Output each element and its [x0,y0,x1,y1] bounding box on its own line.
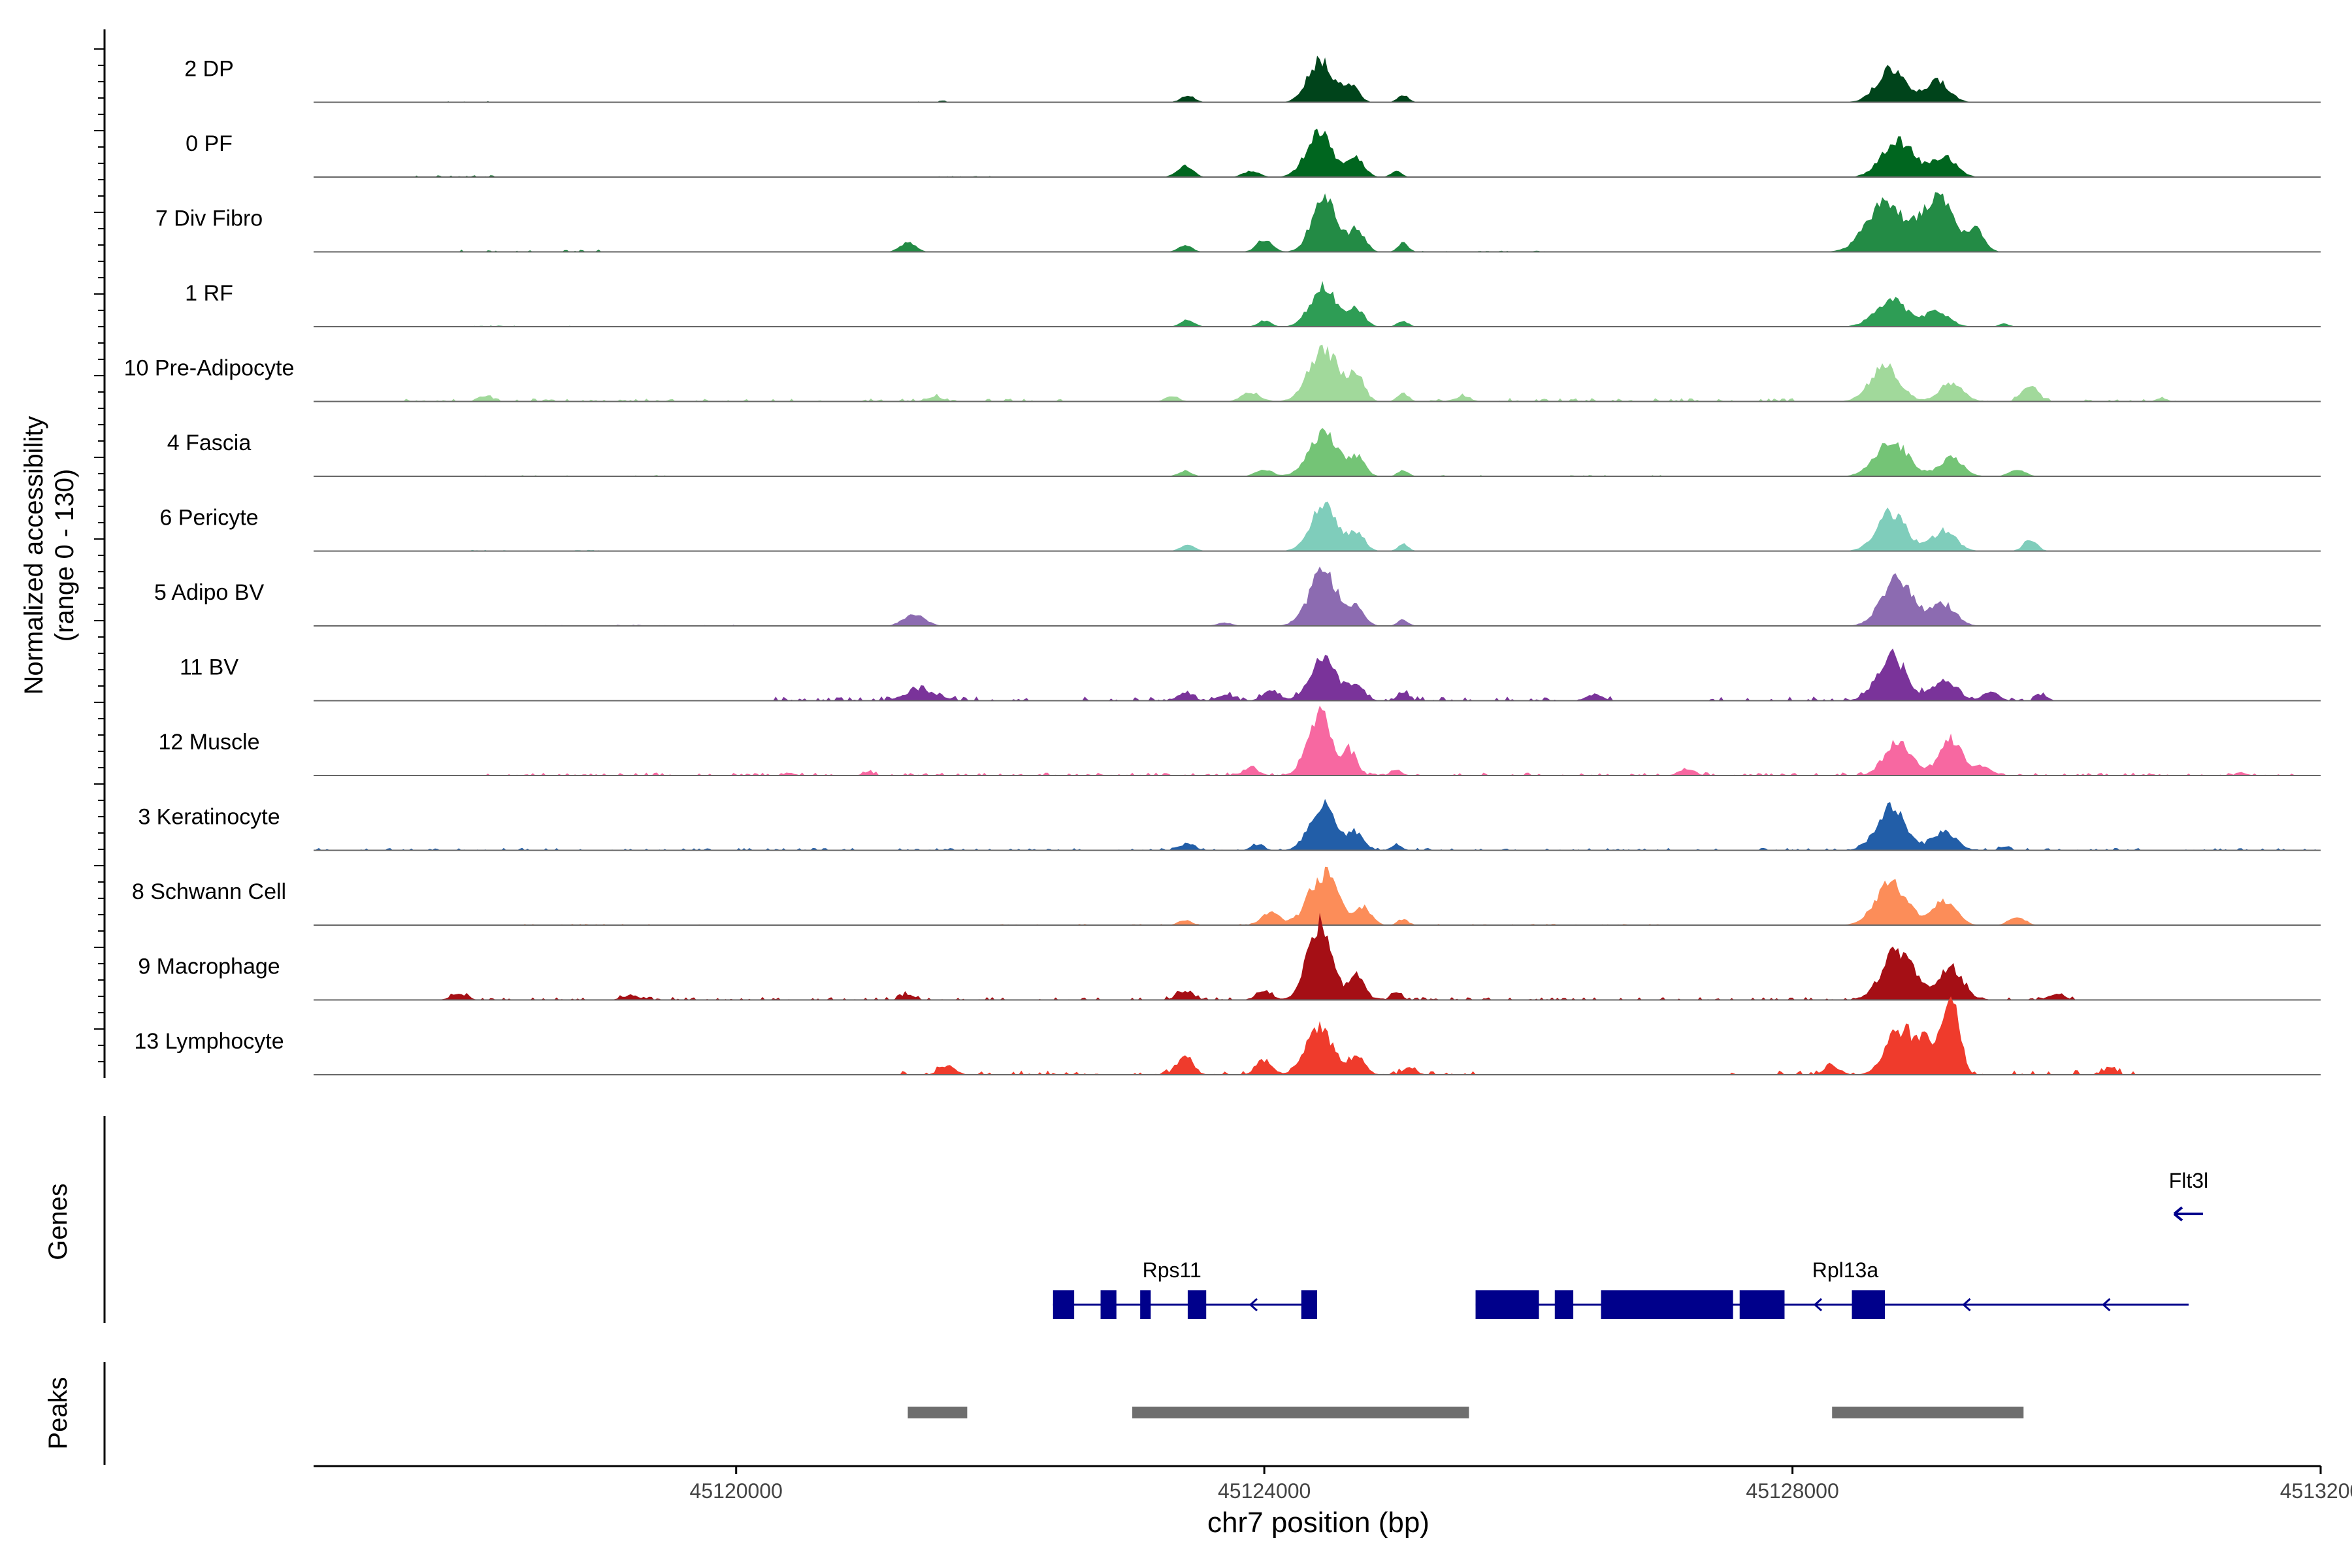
coverage-area [314,192,2321,252]
coverage-area [314,913,2321,1000]
gene-exon [1187,1290,1207,1319]
y-axis-label-line1: Normalized accessibility [20,416,48,695]
coverage-track: 11 BV [180,648,2321,702]
track-label: 10 Pre-Adipocyte [124,356,295,381]
coverage-track: 3 Keratinocyte [138,798,2321,851]
peak-region-bar [907,1407,968,1418]
coverage-area [314,866,2321,925]
peaks-panel-label: Peaks [44,1377,73,1449]
gene-annotations: Rps11 Rpl13a Flt3l [1053,1169,2208,1319]
coverage-track: 7 Div Fibro [155,192,2321,253]
coverage-tracks: 2 DP 0 PF 7 Div Fibro 1 RF 10 Pre-Adipocyte 4… [124,56,2321,1075]
track-label: 12 Muscle [159,730,260,755]
peak-region-bar [1832,1407,2024,1418]
x-tick-label: 45124000 [1218,1479,1311,1503]
coverage-area [314,344,2321,402]
coverage-track: 0 PF [186,128,2321,178]
gene-label: Flt3l [2169,1169,2208,1192]
y-axis-label: Normalized accessibility (range 0 - 130) [20,416,79,695]
coverage-track: 10 Pre-Adipocyte [124,344,2321,402]
coverage-area [314,428,2321,476]
gene-exon [1852,1290,1886,1319]
coverage-track: 13 Lymphocyte [134,996,2321,1075]
gene-exon [1140,1290,1151,1319]
track-label: 7 Div Fibro [155,206,263,231]
x-axis: 45120000 45124000 45128000 4513200 [690,1466,2352,1503]
coverage-area [314,566,2321,626]
coverage-track: 5 Adipo BV [154,566,2321,627]
coverage-track: 1 RF [185,281,2321,327]
track-label: 3 Keratinocyte [138,805,280,830]
x-axis-title: chr7 position (bp) [1207,1507,1429,1539]
track-label: 0 PF [186,131,233,156]
coverage-track: 9 Macrophage [138,913,2321,1001]
coverage-area [314,281,2321,327]
gene-model: Rpl13a [1475,1258,2189,1319]
track-label: 9 Macrophage [138,955,280,979]
track-label: 2 DP [184,57,234,82]
coverage-y-axis-ticks [94,48,105,1062]
x-tick-label: 45120000 [690,1479,783,1503]
coverage-track: 4 Fascia [167,428,2321,477]
coverage-area [314,128,2321,177]
gene-exon [1554,1290,1574,1319]
x-tick-label: 45128000 [1746,1479,1838,1503]
coverage-area [314,706,2321,776]
coverage-area [314,56,2321,103]
track-label: 4 Fascia [167,431,252,455]
gene-exon [1601,1290,1733,1319]
gene-exon [1100,1290,1117,1319]
track-label: 8 Schwann Cell [132,879,286,904]
strand-chevron [1249,1298,1258,1312]
coverage-track: 2 DP [184,56,2321,103]
gene-model: Flt3l [2169,1169,2208,1222]
coverage-area [314,501,2321,551]
gene-exon [1053,1290,1075,1319]
gene-exon [1301,1290,1317,1319]
coverage-area [314,648,2321,701]
gene-model: Rps11 [1053,1258,1317,1319]
strand-chevron [1962,1298,1971,1312]
coverage-track: 8 Schwann Cell [132,866,2321,926]
gene-label: Rpl13a [1812,1258,1879,1282]
track-label: 13 Lymphocyte [134,1029,284,1054]
peak-regions [907,1407,2024,1418]
strand-arrow [2173,1206,2203,1222]
coverage-track: 12 Muscle [159,706,2321,776]
track-label: 1 RF [185,281,233,306]
strand-chevron [1813,1298,1822,1312]
track-label: 11 BV [180,655,238,680]
track-label: 6 Pericyte [159,506,258,531]
strand-chevron [2102,1298,2111,1312]
peak-region-bar [1132,1407,1469,1418]
gene-exon [1739,1290,1785,1319]
x-tick-label: 4513200 [2280,1479,2352,1503]
track-label: 5 Adipo BV [154,580,265,605]
y-axis-label-line2: (range 0 - 130) [50,469,79,642]
coverage-area [314,996,2321,1075]
coverage-track: 6 Pericyte [159,501,2321,552]
gene-exon [1475,1290,1539,1319]
gene-label: Rps11 [1143,1258,1201,1282]
genes-panel-label: Genes [44,1183,73,1260]
coverage-area [314,798,2321,851]
